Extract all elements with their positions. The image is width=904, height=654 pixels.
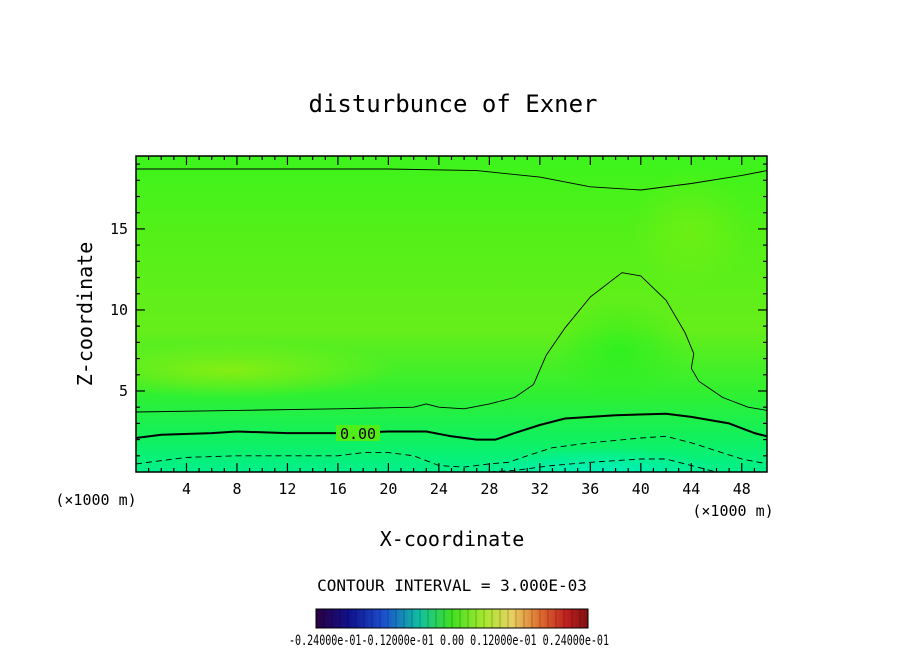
x-tick-label: 40 [632,480,650,498]
contour-interval-text: CONTOUR INTERVAL = 3.000E-03 [317,576,587,595]
x-tick-label: 16 [329,480,347,498]
contour-lines [136,168,767,472]
y-tick-label: 5 [119,382,128,400]
contour-line-0 [136,168,767,191]
x-axis-label: X-coordinate [380,527,525,551]
colorbar-labels: -0.24000e-01-0.12000e-01 0.00 0.12000e-0… [289,633,609,649]
y-axis-label: Z-coordinate [73,242,97,387]
colorbar [315,608,589,629]
contour-label-bg [336,425,380,441]
x-unit-left: (×1000 m) [55,491,136,509]
x-tick-label: 20 [379,480,397,498]
x-tick-label: 4 [182,480,191,498]
x-tick-label: 32 [531,480,549,498]
x-tick-label: 12 [278,480,296,498]
x-tick-label: 8 [232,480,241,498]
contour-line-3 [136,435,767,468]
contour-line-2 [136,412,767,441]
chart-title: disturbunce of Exner [309,90,598,118]
contour-label: 0.00 [340,425,376,443]
x-tick-label: 28 [480,480,498,498]
contour-line-1 [136,272,767,413]
x-tick-label: 36 [581,480,599,498]
contour-line-4 [489,458,717,472]
x-unit-right: (×1000 m) [692,502,773,520]
y-tick-label: 15 [110,220,128,238]
y-tick-label: 10 [110,301,128,319]
x-tick-label: 44 [682,480,700,498]
x-tick-label: 48 [733,480,751,498]
contour-fill [136,156,767,472]
x-tick-label: 24 [430,480,448,498]
